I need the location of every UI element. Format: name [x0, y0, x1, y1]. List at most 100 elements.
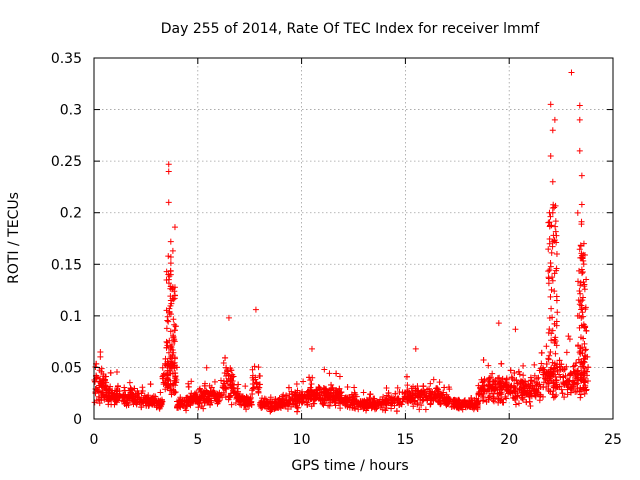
- data-point: [550, 388, 557, 395]
- data-point: [277, 398, 284, 405]
- data-point: [475, 390, 482, 397]
- data-point: [553, 250, 560, 257]
- data-point: [211, 378, 218, 385]
- data-point: [162, 378, 169, 385]
- data-point: [393, 408, 400, 415]
- data-point: [522, 389, 529, 396]
- data-point: [578, 302, 585, 309]
- data-point: [512, 394, 519, 401]
- data-point: [259, 400, 266, 407]
- data-point: [333, 370, 340, 377]
- data-point: [440, 397, 447, 404]
- data-point: [363, 401, 370, 408]
- data-point: [540, 384, 547, 391]
- data-point: [540, 371, 547, 378]
- data-point: [185, 380, 192, 387]
- data-point: [344, 399, 351, 406]
- data-point: [164, 317, 171, 324]
- data-point: [480, 357, 487, 364]
- data-point: [311, 389, 318, 396]
- data-point: [167, 271, 174, 278]
- data-point: [382, 407, 389, 414]
- data-point: [324, 393, 331, 400]
- data-point: [452, 397, 459, 404]
- data-point: [553, 265, 560, 272]
- data-point: [165, 276, 172, 283]
- data-point: [256, 384, 263, 391]
- data-point: [371, 395, 378, 402]
- data-point: [294, 387, 301, 394]
- data-point: [541, 367, 548, 374]
- data-point: [508, 374, 515, 381]
- data-point: [327, 399, 334, 406]
- data-point: [218, 377, 225, 384]
- data-point: [561, 394, 568, 401]
- data-point: [165, 168, 172, 175]
- data-point: [321, 366, 328, 373]
- data-point: [547, 263, 554, 270]
- data-point: [419, 397, 426, 404]
- y-tick-label: 0.15: [51, 257, 82, 273]
- data-point: [173, 364, 180, 371]
- data-point: [582, 306, 589, 313]
- data-point: [251, 363, 258, 370]
- data-point: [177, 404, 184, 411]
- data-point: [152, 397, 159, 404]
- data-point: [531, 388, 538, 395]
- data-point: [478, 386, 485, 393]
- y-tick-label: 0.25: [51, 154, 82, 170]
- data-point: [256, 381, 263, 388]
- data-point: [580, 240, 587, 247]
- data-point: [166, 305, 173, 312]
- data-point: [560, 374, 567, 381]
- data-point: [100, 373, 107, 380]
- data-point: [546, 267, 553, 274]
- data-point: [548, 249, 555, 256]
- data-point: [342, 394, 349, 401]
- data-point: [428, 397, 435, 404]
- y-axis-label: ROTI / TECUs: [6, 192, 22, 284]
- data-point: [576, 102, 583, 109]
- data-point: [370, 402, 377, 409]
- data-point: [483, 388, 490, 395]
- data-point: [552, 202, 559, 209]
- data-point: [364, 397, 371, 404]
- data-point: [335, 391, 342, 398]
- data-point: [91, 399, 98, 406]
- data-point: [381, 397, 388, 404]
- data-point: [577, 290, 584, 297]
- data-point: [329, 392, 336, 399]
- data-point: [544, 379, 551, 386]
- data-point: [117, 393, 124, 400]
- data-point: [513, 377, 520, 384]
- data-point: [568, 389, 575, 396]
- data-point: [550, 394, 557, 401]
- data-point: [298, 398, 305, 405]
- data-point: [575, 371, 582, 378]
- data-point: [516, 386, 523, 393]
- data-point: [435, 399, 442, 406]
- data-point: [430, 376, 437, 383]
- data-point: [383, 384, 390, 391]
- data-point: [167, 254, 174, 261]
- data-point: [505, 386, 512, 393]
- data-point: [414, 400, 421, 407]
- data-point: [485, 362, 492, 369]
- data-point: [534, 389, 541, 396]
- data-point: [167, 238, 174, 245]
- data-point: [546, 352, 553, 359]
- data-point: [566, 371, 573, 378]
- data-point: [114, 383, 121, 390]
- data-point: [172, 323, 179, 330]
- data-point: [479, 382, 486, 389]
- data-point: [494, 390, 501, 397]
- data-point: [508, 382, 515, 389]
- data-point: [367, 391, 374, 398]
- data-point: [159, 373, 166, 380]
- data-point: [299, 392, 306, 399]
- data-point: [93, 374, 100, 381]
- data-point: [424, 386, 431, 393]
- data-point: [128, 391, 135, 398]
- data-point: [159, 398, 166, 405]
- data-point: [377, 404, 384, 411]
